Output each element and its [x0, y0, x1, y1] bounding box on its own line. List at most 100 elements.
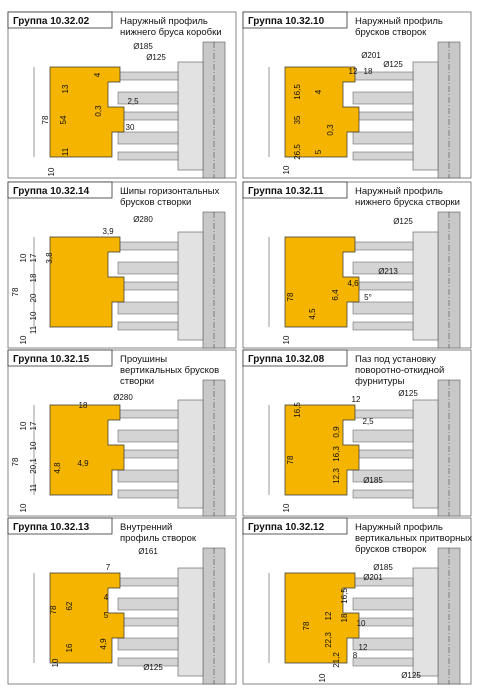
dimension-label: 10 — [29, 311, 38, 320]
dimension-label: 5 — [104, 611, 109, 620]
dimension-label: 78 — [286, 455, 295, 464]
cutter-disc — [117, 111, 179, 121]
cutter-disc — [352, 301, 414, 315]
dimension-label: 3,9 — [102, 227, 114, 236]
description: створки — [120, 376, 154, 387]
dimension-label: 10 — [282, 165, 291, 174]
cutter-disc — [352, 71, 414, 81]
dimension-label: 0,9 — [332, 426, 341, 438]
description: Наружный профиль — [355, 186, 443, 197]
workpiece — [49, 572, 125, 664]
cutter-disc — [352, 577, 414, 587]
group-box — [242, 181, 348, 199]
dimension-label: 4 — [104, 593, 109, 602]
cutter-disc — [352, 151, 414, 161]
cutter-disc — [117, 131, 179, 145]
dimension-label: 10 — [19, 253, 28, 262]
group-label: Группа 10.32.08 — [248, 354, 325, 365]
dimension-label: 18 — [29, 273, 38, 282]
dimension-label: 78 — [49, 605, 58, 614]
group-label: Группа 10.32.12 — [248, 522, 325, 533]
group-label: Группа 10.32.15 — [13, 354, 90, 365]
group-box — [7, 11, 113, 29]
cutter-disc — [352, 91, 414, 105]
dimension-label: Ø125 — [393, 217, 413, 226]
cutter-disc — [117, 71, 179, 81]
dimension-label: 5° — [364, 293, 372, 302]
dimension-label: 18 — [340, 613, 349, 622]
dimension-label: 13 — [61, 84, 70, 93]
dimension-label: 0,3 — [326, 124, 335, 136]
cutter-disc — [117, 301, 179, 315]
workpiece — [49, 236, 125, 328]
dimension-label: 20,1 — [29, 458, 38, 474]
cutter-disc — [117, 321, 179, 331]
group-box — [242, 517, 348, 535]
workpiece — [49, 404, 125, 496]
dimension-label: 78 — [11, 457, 20, 466]
description: Наружный профиль — [355, 522, 443, 533]
dimension-label: 30 — [126, 123, 135, 132]
cutter-disc — [117, 429, 179, 443]
cutter-disc — [117, 281, 179, 291]
dimension-label: 18 — [364, 67, 373, 76]
cutter-disc — [352, 321, 414, 331]
dimension-label: Ø201 — [361, 51, 381, 60]
dimension-label: 10 — [19, 335, 28, 344]
cutter-disc — [352, 241, 414, 251]
description: вертикальных притворных — [355, 533, 472, 544]
cutter-disc — [352, 261, 414, 275]
dimension-label: 62 — [65, 601, 74, 610]
group-label: Группа 10.32.02 — [13, 16, 90, 27]
dimension-label: Ø201 — [363, 573, 383, 582]
description: Наружный профиль — [355, 16, 443, 27]
description: Шипы горизонтальных — [120, 186, 220, 197]
dimension-label: 2,5 — [127, 97, 139, 106]
dimension-label: 12 — [359, 643, 368, 652]
dimension-label: 10 — [357, 619, 366, 628]
dimension-label: 4 — [314, 89, 323, 94]
description: Проушины — [120, 354, 167, 365]
dimension-label: 4,8 — [53, 462, 62, 474]
cutter-disc — [352, 449, 414, 459]
dimension-label: 11 — [29, 483, 38, 492]
group-label: Группа 10.32.14 — [13, 186, 90, 197]
dimension-label: 10 — [19, 421, 28, 430]
dimension-label: 10 — [318, 673, 327, 682]
dimension-label: 12 — [324, 611, 333, 620]
cutter-disc — [352, 637, 414, 651]
cutter-disc — [117, 577, 179, 587]
cutter-body — [412, 231, 439, 341]
cutter-disc — [352, 657, 414, 667]
description: брусков створки — [120, 197, 191, 208]
dimension-label: 21,2 — [332, 652, 341, 668]
description: вертикальных брусков — [120, 365, 219, 376]
cutter-disc — [352, 281, 414, 291]
dimension-label: 10 — [29, 441, 38, 450]
group-box — [7, 349, 113, 367]
dimension-label: 35 — [293, 115, 302, 124]
description: нижнего бруса коробки — [120, 27, 222, 38]
description: брусков створок — [355, 544, 427, 555]
dimension-label: 4 — [93, 72, 102, 77]
workpiece — [49, 66, 125, 158]
group-label: Группа 10.32.11 — [248, 186, 324, 197]
dimension-label: 16 — [65, 643, 74, 652]
dimension-label: Ø125 — [398, 389, 418, 398]
cutter-disc — [352, 131, 414, 145]
description: брусков створок — [355, 27, 427, 38]
cutter-body — [412, 399, 439, 509]
dimension-label: 11 — [29, 325, 38, 334]
dimension-label: 78 — [302, 621, 311, 630]
dimension-label: 2,5 — [362, 417, 374, 426]
dimension-label: Ø185 — [373, 563, 393, 572]
dimension-label: Ø280 — [133, 215, 153, 224]
description: нижнего бруска створки — [355, 197, 460, 208]
cutter-disc — [352, 489, 414, 499]
dimension-label: 6,4 — [331, 289, 340, 301]
cutter-disc — [352, 429, 414, 443]
